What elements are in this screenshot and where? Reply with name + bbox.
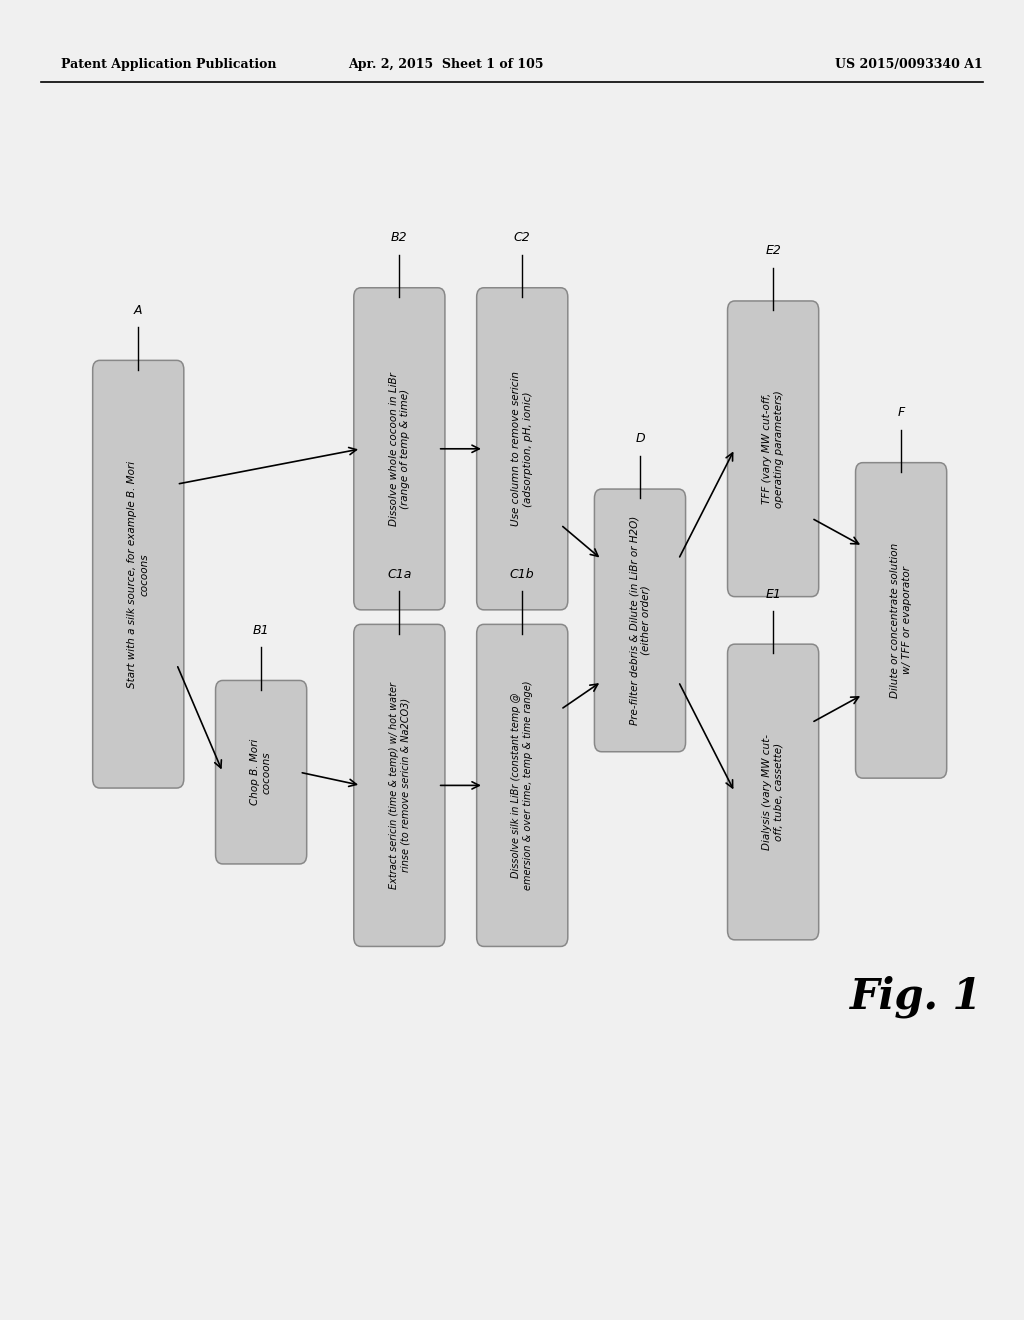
Text: TFF (vary MW cut-off,
operating parameters): TFF (vary MW cut-off, operating paramete… — [762, 389, 784, 508]
Text: C2: C2 — [514, 231, 530, 244]
Text: C1a: C1a — [387, 568, 412, 581]
Text: Apr. 2, 2015  Sheet 1 of 105: Apr. 2, 2015 Sheet 1 of 105 — [348, 58, 543, 71]
Text: Patent Application Publication: Patent Application Publication — [61, 58, 276, 71]
Text: Dissolve silk in LiBr (constant temp @
emersion & over time, temp & time range): Dissolve silk in LiBr (constant temp @ e… — [511, 681, 534, 890]
Text: US 2015/0093340 A1: US 2015/0093340 A1 — [836, 58, 983, 71]
Text: D: D — [635, 433, 645, 445]
Text: F: F — [897, 407, 905, 418]
Text: Chop B. Mori
cocoons: Chop B. Mori cocoons — [250, 739, 272, 805]
FancyBboxPatch shape — [856, 462, 946, 777]
Text: Dialysis (vary MW cut-
off, tube, cassette): Dialysis (vary MW cut- off, tube, casset… — [762, 734, 784, 850]
FancyBboxPatch shape — [92, 360, 184, 788]
Text: B2: B2 — [391, 231, 408, 244]
FancyBboxPatch shape — [354, 288, 444, 610]
Text: C1b: C1b — [510, 568, 535, 581]
FancyBboxPatch shape — [477, 624, 567, 946]
FancyBboxPatch shape — [594, 490, 686, 752]
FancyBboxPatch shape — [354, 624, 444, 946]
FancyBboxPatch shape — [727, 644, 819, 940]
Text: E1: E1 — [765, 587, 781, 601]
Text: Use column to remove sericin
(adsorption, pH, ionic): Use column to remove sericin (adsorption… — [511, 371, 534, 527]
Text: Pre-filter debris & Dilute (in LiBr or H2O)
(either order): Pre-filter debris & Dilute (in LiBr or H… — [629, 516, 651, 725]
FancyBboxPatch shape — [215, 681, 307, 865]
Text: E2: E2 — [765, 244, 781, 257]
Text: Dilute or concentrate solution
w/ TFF or evaporator: Dilute or concentrate solution w/ TFF or… — [890, 543, 912, 698]
Text: B1: B1 — [253, 624, 269, 638]
FancyBboxPatch shape — [477, 288, 567, 610]
Text: Extract sericin (time & temp) w/ hot water
rinse (to remove sericin & Na2CO3): Extract sericin (time & temp) w/ hot wat… — [388, 682, 411, 888]
Text: Fig. 1: Fig. 1 — [850, 975, 982, 1018]
Text: Dissolve whole cocoon in LiBr
(range of temp & time): Dissolve whole cocoon in LiBr (range of … — [388, 372, 411, 525]
Text: A: A — [134, 304, 142, 317]
Text: Start with a silk source, for example B. Mori
cocoons: Start with a silk source, for example B.… — [127, 461, 150, 688]
FancyBboxPatch shape — [727, 301, 819, 597]
